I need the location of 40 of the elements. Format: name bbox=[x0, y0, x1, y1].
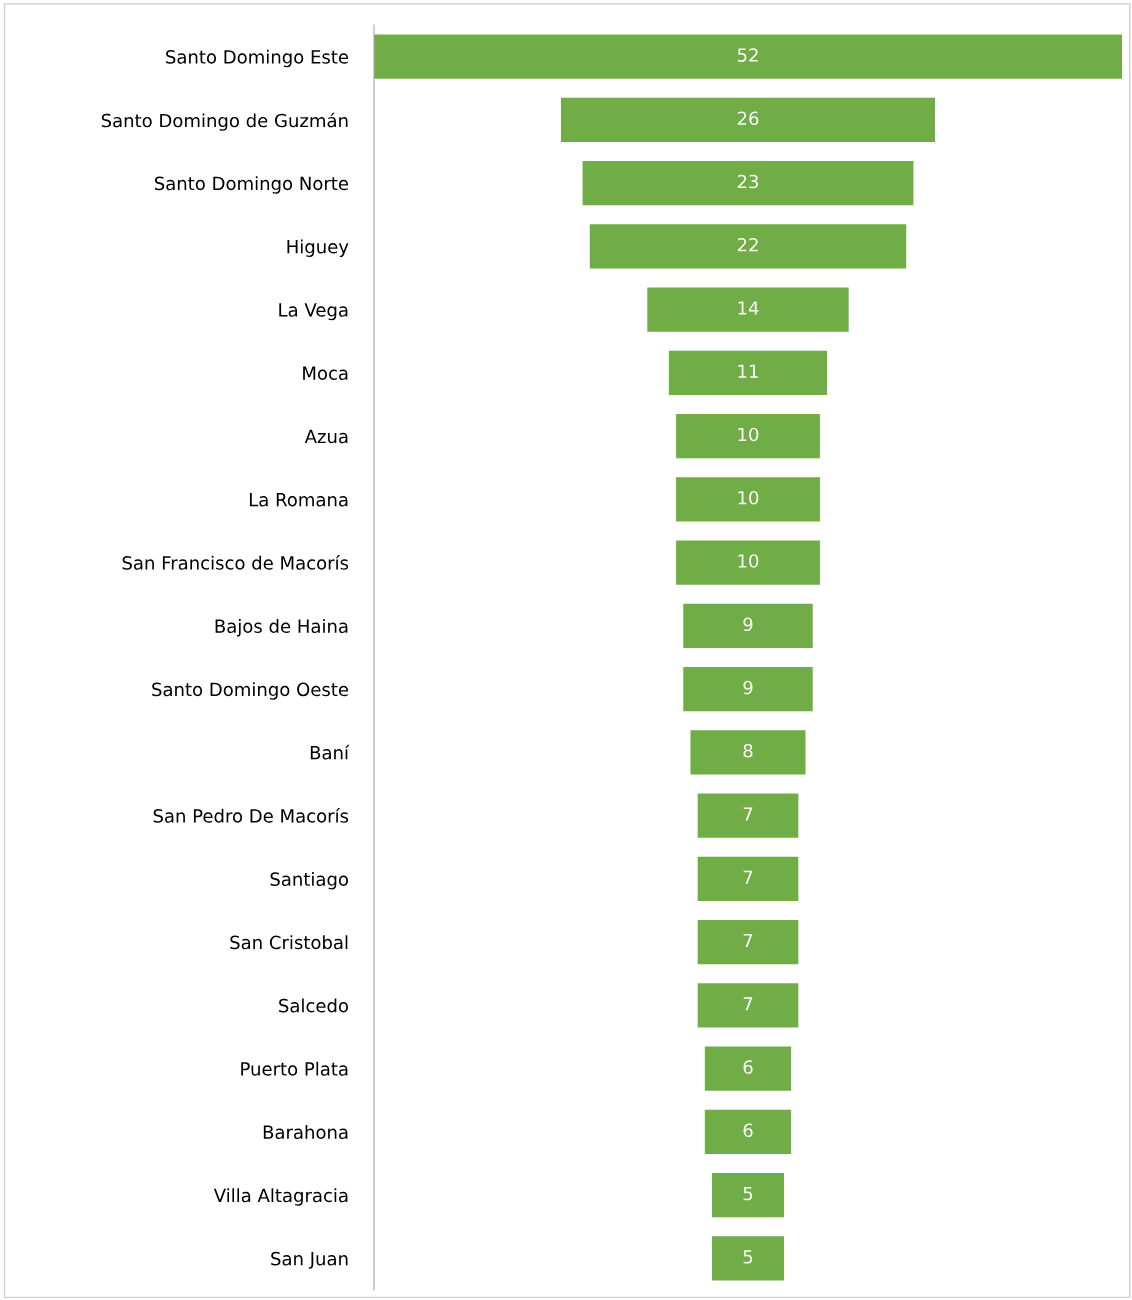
category-label: Azua bbox=[304, 429, 348, 444]
category-label: San Francisco de Macorís bbox=[122, 555, 349, 570]
category-label: La Vega bbox=[279, 303, 348, 321]
category-label: Villa Altagracia bbox=[213, 1188, 348, 1206]
category-label: San Juan bbox=[271, 1251, 348, 1269]
data-label: 6 bbox=[743, 1060, 753, 1074]
data-label: 9 bbox=[743, 617, 753, 632]
data-label: 10 bbox=[738, 554, 759, 568]
data-label: 7 bbox=[743, 933, 753, 948]
category-label: Bajos de Haina bbox=[215, 619, 348, 637]
data-label: 52 bbox=[737, 48, 758, 62]
category-label: San Cristobal bbox=[230, 935, 348, 950]
data-label: 7 bbox=[743, 997, 753, 1011]
category-label: Santo Domingo Este bbox=[166, 49, 349, 68]
data-label: 11 bbox=[738, 364, 758, 378]
data-label: 5 bbox=[743, 1250, 753, 1264]
data-label: 7 bbox=[743, 870, 753, 884]
category-label: Higuey bbox=[287, 239, 349, 257]
category-label: San Pedro De Macorís bbox=[153, 808, 349, 823]
category-label: Santo Domingo de Guzmán bbox=[101, 112, 348, 131]
data-label: 22 bbox=[737, 237, 758, 252]
data-label: 10 bbox=[738, 490, 759, 505]
category-label: Puerto Plata bbox=[241, 1061, 348, 1076]
data-label: 7 bbox=[743, 807, 753, 821]
data-label: 26 bbox=[737, 111, 759, 126]
data-label: 10 bbox=[738, 427, 759, 442]
data-label: 5 bbox=[743, 1186, 753, 1201]
category-label: Baní bbox=[310, 744, 350, 760]
category-label: Santo Domingo Norte bbox=[154, 176, 349, 194]
data-label: 9 bbox=[743, 680, 753, 695]
data-label: 14 bbox=[738, 301, 759, 315]
category-label: La Romana bbox=[249, 493, 348, 507]
category-label: Santiago bbox=[270, 872, 349, 890]
category-label: Moca bbox=[303, 366, 348, 380]
category-label: Salcedo bbox=[279, 998, 349, 1013]
data-label: 6 bbox=[743, 1123, 753, 1138]
data-label: 23 bbox=[737, 174, 759, 189]
category-label: Santo Domingo Oeste bbox=[152, 682, 349, 700]
data-label: 8 bbox=[743, 743, 753, 758]
category-label: Barahona bbox=[263, 1125, 348, 1139]
